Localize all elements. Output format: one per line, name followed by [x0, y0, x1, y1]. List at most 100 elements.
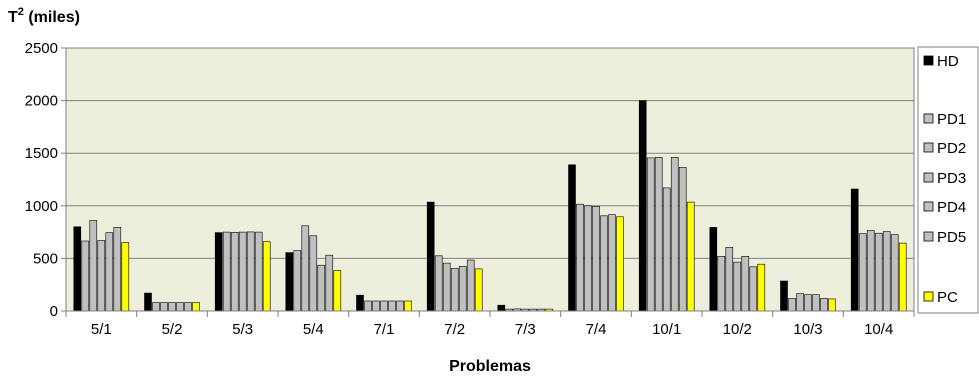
bar-pc-7-4	[616, 216, 624, 312]
bar-pd2-5-1	[89, 220, 98, 312]
bar-pd3-7-1	[380, 300, 388, 312]
bar-hd-10-3	[780, 280, 788, 312]
bar-hd-7-4	[568, 164, 576, 312]
bar-pc-5-2	[192, 302, 200, 312]
bar-pd5-5-2	[184, 302, 192, 312]
bar-pd1-7-2	[434, 255, 443, 312]
y-axis-title-sup: 2	[18, 6, 24, 18]
x-axis-title: Problemas	[449, 358, 531, 375]
bar-pc-5-3	[262, 241, 271, 312]
bar-pd1-10-4	[858, 233, 867, 312]
legend-swatch-pd2	[923, 142, 934, 153]
bar-pd5-7-1	[396, 300, 404, 312]
bar-pd5-7-2	[466, 259, 475, 312]
bar-pd4-7-1	[388, 300, 396, 312]
y-tick-label: 500	[33, 250, 58, 267]
legend-swatch-pd5	[923, 231, 934, 242]
x-tick-label: 7/2	[444, 321, 465, 338]
bar-pd4-7-2	[458, 265, 467, 312]
bar-pd3-5-1	[97, 240, 106, 312]
bar-pd3-7-2	[450, 268, 459, 312]
plot-area	[65, 47, 915, 312]
bar-hd-5-1	[73, 226, 82, 312]
bar-hd-7-3	[497, 304, 506, 312]
bar-pc-10-1	[686, 201, 695, 312]
bar-hd-5-4	[285, 252, 294, 312]
bar-pd5-10-2	[749, 266, 758, 312]
x-tick-label: 5/4	[303, 321, 324, 338]
bar-hd-10-1	[638, 100, 647, 312]
x-tick-label: 7/4	[586, 321, 607, 338]
bar-hd-5-3	[214, 232, 223, 312]
bar-pd5-5-1	[113, 227, 122, 312]
legend-swatch-pd3	[923, 172, 934, 183]
legend-label-pd1: PD1	[937, 111, 966, 128]
bar-pd2-7-2	[442, 262, 451, 312]
bar-pd1-7-1	[364, 300, 372, 312]
legend-swatch-hd	[923, 55, 934, 66]
y-tick-label: 2500	[25, 40, 58, 57]
bar-pc-10-3	[828, 298, 836, 312]
y-axis-title-rest: (miles)	[24, 9, 80, 26]
x-tick-label: 10/3	[793, 321, 822, 338]
bar-pd2-7-4	[584, 205, 592, 312]
x-tick-label: 5/3	[232, 321, 253, 338]
x-tick-label: 10/4	[864, 321, 893, 338]
bar-pd4-10-1	[670, 157, 679, 312]
bar-pd1-5-4	[293, 250, 302, 312]
bar-pd4-10-4	[882, 231, 891, 312]
bar-hd-10-4	[850, 188, 859, 312]
bar-pd2-5-4	[301, 225, 310, 312]
bar-pd4-5-1	[105, 232, 114, 312]
bar-pc-10-2	[757, 263, 766, 312]
bar-pd4-10-3	[812, 294, 820, 312]
y-tick-label: 1000	[25, 198, 58, 215]
bar-pd2-5-2	[160, 302, 168, 312]
bar-pd3-5-4	[309, 235, 318, 312]
bar-pd1-10-3	[788, 298, 796, 312]
bar-pd5-10-4	[890, 234, 899, 312]
bar-pd2-10-3	[796, 293, 804, 312]
bar-pd3-7-4	[592, 206, 600, 312]
x-tick-label: 10/2	[723, 321, 752, 338]
legend: HD PD1 PD2 PD3 PD4 PD5 PC	[923, 53, 966, 306]
bar-pd3-5-3	[238, 231, 247, 312]
bar-pd3-10-2	[733, 261, 742, 312]
y-tick-label: 1500	[25, 145, 58, 162]
bar-pd4-5-3	[246, 231, 255, 312]
legend-swatch-pd1	[923, 113, 934, 124]
bar-pd2-10-1	[654, 157, 663, 312]
bar-pd2-5-3	[230, 232, 239, 312]
bar-pc-7-2	[474, 268, 483, 312]
bar-pd3-10-1	[662, 187, 671, 312]
bar-pd2-10-2	[725, 247, 734, 312]
bar-pc-7-1	[404, 300, 412, 312]
x-tick-label: 7/1	[374, 321, 395, 338]
y-tick-label: 2000	[25, 93, 58, 110]
x-axis-ticks: 5/1 5/2 5/3 5/4 7/1 7/2 7/3 7/4 10/1 10/2 10/3 10/4	[91, 321, 893, 338]
legend-label-pd5: PD5	[937, 229, 966, 246]
legend-label-hd: HD	[937, 53, 959, 70]
x-tick-label: 5/1	[91, 321, 112, 338]
bar-pd5-5-4	[325, 254, 334, 312]
bar-pd5-5-3	[254, 231, 263, 312]
legend-label-pd4: PD4	[937, 199, 966, 216]
bar-pd5-10-3	[820, 298, 828, 312]
bar-pd4-5-4	[317, 264, 326, 312]
bar-pd2-10-4	[866, 230, 875, 312]
legend-label-pd2: PD2	[937, 140, 966, 157]
bar-hd-7-2	[426, 201, 435, 312]
bar-pc-5-1	[121, 242, 130, 312]
bar-pd5-10-1	[678, 167, 687, 312]
y-axis-ticks: 0 500 1000 1500 2000 2500	[25, 40, 66, 320]
y-axis-title-main: T	[8, 9, 18, 26]
bar-pd1-10-2	[717, 255, 726, 312]
bar-pd1-5-2	[152, 302, 160, 312]
bar-pc-5-4	[333, 270, 342, 312]
bar-pd4-5-2	[176, 302, 184, 312]
bar-pd5-7-4	[608, 214, 616, 312]
bar-pc-10-4	[898, 242, 907, 312]
bar-pd2-7-1	[372, 300, 380, 312]
x-tick-label: 5/2	[162, 321, 183, 338]
